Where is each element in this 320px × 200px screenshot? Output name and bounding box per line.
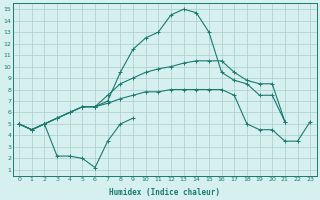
X-axis label: Humidex (Indice chaleur): Humidex (Indice chaleur) <box>109 188 220 197</box>
